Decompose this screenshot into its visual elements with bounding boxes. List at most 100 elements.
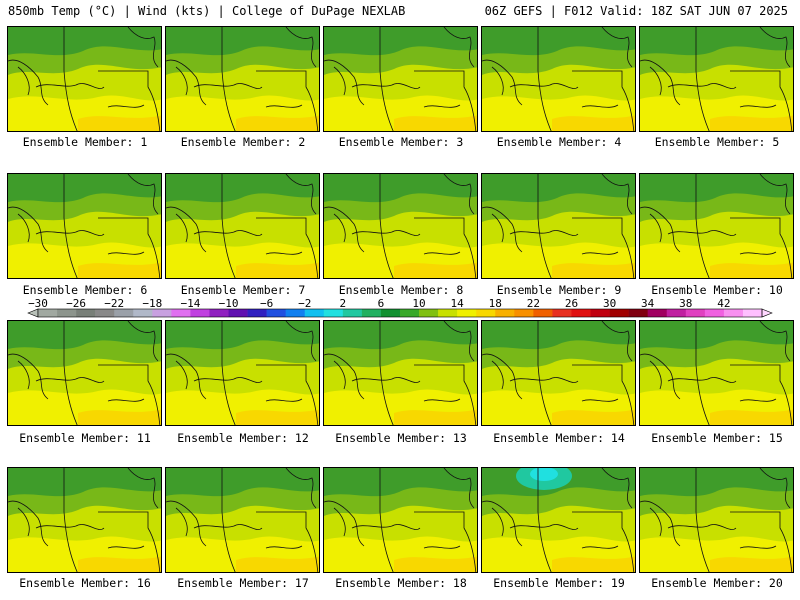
colorbar-swatch (647, 309, 668, 317)
ensemble-member-map (7, 320, 162, 426)
colorbar-swatch (514, 309, 534, 317)
colorbar-tick-label: 10 (412, 297, 425, 310)
ensemble-member-label: Ensemble Member: 7 (180, 283, 306, 297)
ensemble-member-map (7, 467, 162, 573)
colorbar-swatch (152, 309, 172, 317)
colorbar-swatch (209, 309, 229, 317)
colorbar-tick-label: 38 (679, 297, 692, 310)
ensemble-member-map (323, 173, 478, 279)
colorbar-swatch (361, 309, 382, 317)
colorbar-swatch (704, 309, 725, 317)
ensemble-member-label: Ensemble Member: 19 (493, 576, 625, 590)
ensemble-member-label: Ensemble Member: 2 (180, 135, 306, 149)
ensemble-member-map (7, 26, 162, 132)
ensemble-member-label: Ensemble Member: 16 (19, 576, 151, 590)
ensemble-member-map (639, 173, 794, 279)
ensemble-member-map (639, 467, 794, 573)
colorbar-swatch (552, 309, 572, 317)
ensemble-member-label: Ensemble Member: 5 (654, 135, 780, 149)
ensemble-member-label: Ensemble Member: 14 (493, 431, 625, 445)
colorbar-tick-label: −6 (260, 297, 273, 310)
ensemble-member-map (165, 173, 320, 279)
ensemble-member-label: Ensemble Member: 9 (496, 283, 622, 297)
ensemble-member-map (481, 320, 636, 426)
ensemble-member-map (639, 320, 794, 426)
ensemble-member-label: Ensemble Member: 6 (22, 283, 148, 297)
ensemble-member-map (323, 320, 478, 426)
ensemble-member-map (323, 467, 478, 573)
ensemble-member-label: Ensemble Member: 11 (19, 431, 151, 445)
colorbar-swatch (419, 309, 439, 317)
ensemble-member-label: Ensemble Member: 10 (651, 283, 783, 297)
colorbar-swatch (723, 309, 744, 317)
colorbar-swatch (228, 309, 248, 317)
colorbar-swatch (247, 309, 267, 317)
colorbar-tick-label: −14 (180, 297, 200, 310)
colorbar-tick-label: −26 (66, 297, 86, 310)
colorbar-tick-label: −30 (28, 297, 48, 310)
colorbar-swatch (342, 309, 363, 317)
header-right-title: 06Z GEFS | F012 Valid: 18Z SAT JUN 07 20… (484, 4, 788, 18)
ensemble-member-map (323, 26, 478, 132)
colorbar-swatch (171, 309, 191, 317)
ensemble-member-map (165, 320, 320, 426)
colorbar-swatch (114, 309, 134, 317)
colorbar-swatch (495, 309, 515, 317)
colorbar-swatch (190, 309, 210, 317)
ensemble-member-label: Ensemble Member: 4 (496, 135, 622, 149)
ensemble-member-map (481, 26, 636, 132)
ensemble-member-map (165, 26, 320, 132)
colorbar-tick-label: 22 (527, 297, 540, 310)
colorbar-swatch (666, 309, 687, 317)
colorbar-swatch (285, 309, 306, 317)
ensemble-member-map (7, 173, 162, 279)
ensemble-member-label: Ensemble Member: 17 (177, 576, 309, 590)
colorbar-tick-label: 26 (565, 297, 578, 310)
header-left-title: 850mb Temp (°C) | Wind (kts) | College o… (8, 4, 406, 18)
ensemble-member-label: Ensemble Member: 1 (22, 135, 148, 149)
colorbar-tick-label: −18 (142, 297, 162, 310)
ensemble-member-label: Ensemble Member: 3 (338, 135, 464, 149)
colorbar-swatch (476, 309, 496, 317)
ensemble-member-label: Ensemble Member: 13 (335, 431, 467, 445)
colorbar-swatch (400, 309, 420, 317)
colorbar-tick-label: 14 (451, 297, 465, 310)
colorbar-tick-label: −22 (104, 297, 124, 310)
colorbar-tick-label: 42 (717, 297, 730, 310)
colorbar-left-arrow (27, 308, 39, 318)
colorbar-tick-label: 34 (641, 297, 655, 310)
ensemble-member-map (165, 467, 320, 573)
colorbar-swatch (323, 309, 344, 317)
colorbar-tick-label: 6 (378, 297, 385, 310)
colorbar-tick-label: −10 (219, 297, 239, 310)
colorbar-swatch (57, 309, 77, 317)
ensemble-member-map (481, 173, 636, 279)
ensemble-member-map (481, 467, 636, 573)
colorbar-swatch (133, 309, 153, 317)
ensemble-member-label: Ensemble Member: 15 (651, 431, 783, 445)
colorbar-swatch (457, 309, 477, 317)
colorbar-swatch (685, 309, 706, 317)
colorbar-swatch (304, 309, 325, 317)
ensemble-member-label: Ensemble Member: 12 (177, 431, 309, 445)
colorbar-swatch (438, 309, 458, 317)
colorbar-swatch (609, 309, 629, 317)
colorbar-swatch (533, 309, 553, 317)
colorbar-swatch (590, 309, 610, 317)
colorbar-swatch (380, 309, 401, 317)
colorbar-swatch (76, 309, 96, 317)
colorbar-tick-label: −2 (298, 297, 311, 310)
ensemble-member-label: Ensemble Member: 20 (651, 576, 783, 590)
colorbar-swatch (95, 309, 115, 317)
ensemble-member-label: Ensemble Member: 8 (338, 283, 464, 297)
temperature-colorbar: −30 −26 −22 −18 −14 −10 −6 −2 2 6 10 14 18 22 26 30 34 38… (27, 297, 773, 318)
colorbar-tick-label: 18 (489, 297, 502, 310)
colorbar-right-arrow (761, 308, 773, 318)
colorbar-tick-label: 2 (340, 297, 347, 310)
colorbar-swatch (266, 309, 286, 317)
colorbar-tick-label: 30 (603, 297, 616, 310)
colorbar-swatch (571, 309, 591, 317)
colorbar-swatch (38, 309, 58, 317)
colorbar-swatch (628, 309, 648, 317)
colorbar-swatch (742, 309, 763, 317)
